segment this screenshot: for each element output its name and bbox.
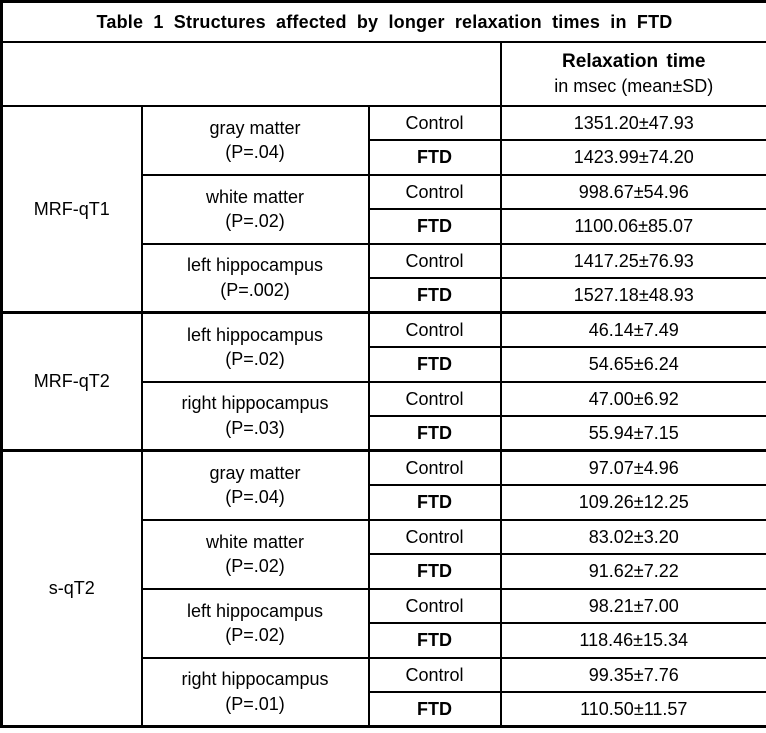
table-row: FTD 1100.06±85.07	[2, 208, 766, 245]
structure-name: white matter	[205, 186, 305, 207]
table-row: FTD 91.62±7.22	[2, 553, 766, 590]
table-row: right hippocampus (P=.01) Control 99.35±…	[2, 656, 766, 728]
value-cell: 98.21±7.00	[499, 587, 766, 624]
value-cell: 998.67±54.96	[499, 173, 766, 210]
cohort-cell: Control	[367, 173, 502, 210]
structure-p-value: (P=.01)	[225, 693, 285, 714]
method-cell-mrf-qt1: MRF-qT1	[0, 104, 143, 314]
structure-name: left hippocampus	[186, 600, 324, 621]
value-cell: 109.26±12.25	[499, 484, 766, 521]
table-row: FTD 109.26±12.25	[2, 484, 766, 521]
table-row: FTD 54.65±6.24	[2, 346, 766, 383]
header-relaxation-time-cell: Relaxation time in msec (mean±SD)	[499, 40, 766, 107]
structure-name: left hippocampus	[186, 324, 324, 345]
cohort-cell: FTD	[367, 691, 502, 728]
table-row: MRF-qT2 left hippocampus (P=.02) Control…	[0, 311, 766, 452]
structure-cell: gray matter (P=.04)	[140, 104, 370, 176]
structure-p-value: (P=.02)	[225, 349, 285, 370]
table-row: white matter (P=.02) Control 998.67±54.9…	[2, 173, 766, 245]
cohort-cell: FTD	[367, 484, 502, 521]
cohort-cell: Control	[367, 380, 502, 417]
cohort-cell: Control	[367, 242, 502, 279]
value-cell: 1423.99±74.20	[499, 139, 766, 176]
header-relaxation-time-line2: in msec (mean±SD)	[554, 76, 714, 97]
method-cell-mrf-qt2: MRF-qT2	[0, 311, 143, 452]
structure-p-value: (P=.002)	[220, 279, 290, 300]
cohort-cell: FTD	[367, 208, 502, 245]
structure-cell: white matter (P=.02)	[140, 173, 370, 245]
structure-name: gray matter	[209, 462, 301, 483]
value-cell: 83.02±3.20	[499, 518, 766, 555]
structure-cell: left hippocampus (P=.02)	[140, 311, 370, 383]
structure-name: gray matter	[209, 117, 301, 138]
table-row: FTD 1423.99±74.20	[2, 139, 766, 176]
table-row: left hippocampus (P=.02) Control 98.21±7…	[2, 587, 766, 659]
value-cell: 97.07±4.96	[499, 449, 766, 486]
value-cell: 99.35±7.76	[499, 656, 766, 693]
structure-cell: gray matter (P=.04)	[140, 449, 370, 521]
cohort-cell: FTD	[367, 277, 502, 314]
header-relaxation-time-line1: Relaxation time	[562, 50, 706, 72]
structure-p-value: (P=.04)	[225, 487, 285, 508]
value-cell: 54.65±6.24	[499, 346, 766, 383]
cohort-cell: Control	[367, 656, 502, 693]
structure-p-value: (P=.02)	[225, 556, 285, 576]
cohort-cell: FTD	[367, 553, 502, 590]
structure-cell: white matter (P=.02)	[140, 518, 370, 590]
structure-name: right hippocampus	[181, 393, 329, 414]
table-title-row: Table 1 Structures affected by longer re…	[0, 0, 766, 43]
table-row: s-qT2 gray matter (P=.04) Control 97.07±…	[0, 449, 766, 728]
value-cell: 1417.25±76.93	[499, 242, 766, 279]
table-row: FTD 118.46±15.34	[2, 622, 766, 659]
cohort-cell: FTD	[367, 139, 502, 176]
method-cell-s-qt2: s-qT2	[0, 449, 143, 728]
cohort-cell: Control	[367, 104, 502, 141]
cohort-cell: Control	[367, 518, 502, 555]
table-row: MRF-qT1 gray matter (P=.04) Control 1351…	[0, 104, 766, 314]
header-empty-cell	[0, 40, 502, 107]
cohort-cell: Control	[367, 311, 502, 348]
value-cell: 1351.20±47.93	[499, 104, 766, 141]
value-cell: 46.14±7.49	[499, 311, 766, 348]
table-row: FTD 1527.18±48.93	[2, 277, 766, 314]
table-row: left hippocampus (P=.002) Control 1417.2…	[2, 242, 766, 314]
cohort-cell: FTD	[367, 622, 502, 659]
structure-p-value: (P=.04)	[225, 142, 285, 162]
value-cell: 118.46±15.34	[499, 622, 766, 659]
value-cell: 91.62±7.22	[499, 553, 766, 590]
value-cell: 110.50±11.57	[499, 691, 766, 728]
value-cell: 47.00±6.92	[499, 380, 766, 417]
cohort-cell: FTD	[367, 346, 502, 383]
structure-p-value: (P=.02)	[225, 625, 285, 645]
cohort-cell: FTD	[367, 415, 502, 452]
structure-name: right hippocampus	[181, 669, 329, 690]
structure-cell: left hippocampus (P=.002)	[140, 242, 370, 314]
structure-cell: right hippocampus (P=.01)	[140, 656, 370, 728]
structure-name: white matter	[205, 531, 305, 552]
value-cell: 1100.06±85.07	[499, 208, 766, 245]
cohort-cell: Control	[367, 587, 502, 624]
structure-cell: right hippocampus (P=.03)	[140, 380, 370, 452]
table-row: right hippocampus (P=.03) Control 47.00±…	[2, 380, 766, 452]
structure-name: left hippocampus	[186, 255, 324, 276]
table-row: FTD 55.94±7.15	[2, 415, 766, 452]
structure-p-value: (P=.02)	[225, 211, 285, 231]
table-row: white matter (P=.02) Control 83.02±3.20	[2, 518, 766, 590]
value-cell: 55.94±7.15	[499, 415, 766, 452]
value-cell: 1527.18±48.93	[499, 277, 766, 314]
structure-p-value: (P=.03)	[225, 417, 285, 438]
table-title: Table 1 Structures affected by longer re…	[0, 0, 766, 43]
cohort-cell: Control	[367, 449, 502, 486]
structure-cell: left hippocampus (P=.02)	[140, 587, 370, 659]
table-header-row: Relaxation time in msec (mean±SD)	[0, 40, 766, 107]
